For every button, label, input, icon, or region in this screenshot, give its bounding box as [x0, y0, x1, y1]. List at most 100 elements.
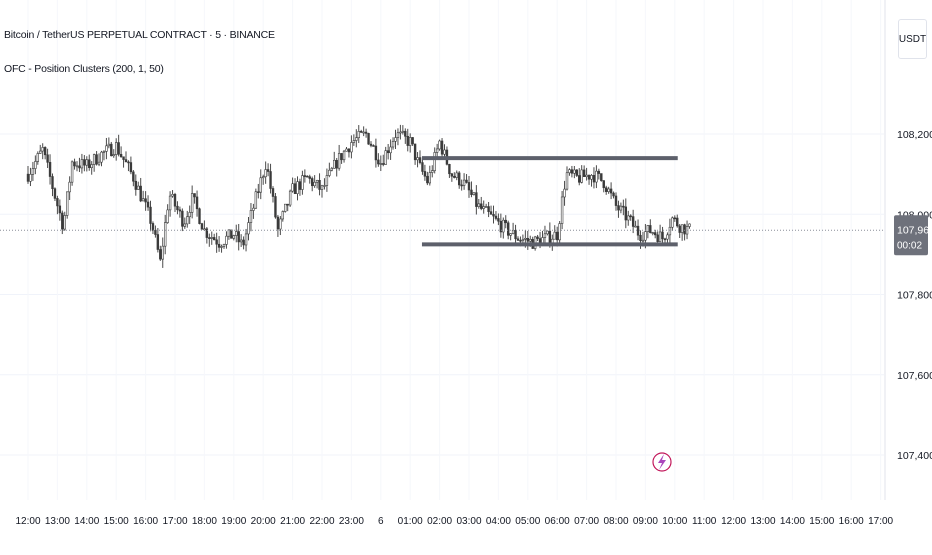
candle-body — [213, 237, 216, 241]
price-tick-label: 108,200.0 — [897, 129, 932, 141]
candle-body — [139, 185, 142, 202]
candle-body — [46, 154, 49, 163]
time-tick-label: 03:00 — [456, 516, 481, 527]
price-tick-label: 107,400.0 — [897, 450, 932, 462]
time-tick-label: 15:00 — [104, 516, 129, 527]
time-tick-label: 09:00 — [633, 516, 658, 527]
candle-body — [161, 245, 164, 260]
candle-body — [529, 238, 532, 242]
candle-body — [399, 131, 402, 134]
candle-body — [396, 132, 400, 138]
candle-body — [462, 179, 466, 186]
candle-body — [526, 237, 530, 242]
candle-body — [580, 169, 583, 183]
candle-body — [465, 179, 468, 183]
candle-body — [210, 237, 213, 239]
candle-body — [320, 185, 324, 190]
candle-body — [340, 153, 343, 161]
time-tick-label: 06:00 — [545, 516, 570, 527]
candle-body — [644, 231, 647, 241]
candle-body — [617, 205, 620, 211]
candle-body — [418, 157, 422, 163]
candle-body — [482, 206, 485, 209]
candle-body — [671, 217, 674, 228]
candle-body — [448, 163, 451, 175]
candle-body — [313, 181, 316, 187]
candle-body — [389, 146, 392, 154]
time-tick-label: 17:00 — [162, 516, 187, 527]
candle-body — [73, 161, 76, 167]
candle-body — [401, 130, 405, 133]
candle-body — [154, 230, 157, 235]
candle-body — [119, 153, 123, 158]
candle-body — [29, 173, 32, 182]
candle-body — [141, 198, 145, 202]
candle-body — [519, 239, 522, 242]
candle-body — [129, 162, 133, 173]
candle-body — [372, 145, 375, 147]
candle-body — [342, 150, 346, 161]
candle-body — [330, 167, 333, 171]
candle-body — [656, 234, 659, 242]
candle-body — [188, 212, 191, 218]
candle-body — [548, 230, 552, 244]
candle-body — [134, 180, 137, 190]
candle-body — [90, 164, 93, 168]
candle-body — [259, 177, 262, 193]
candle-body — [102, 151, 106, 153]
time-tick-label: 07:00 — [574, 516, 599, 527]
candle-body — [450, 173, 454, 177]
candle-body — [83, 159, 86, 166]
candle-body — [646, 225, 650, 232]
candle-body — [190, 193, 194, 213]
candle-body — [499, 220, 503, 233]
candle-body — [247, 222, 250, 235]
currency-button[interactable]: USDT — [898, 19, 927, 59]
candle-body — [382, 163, 385, 165]
candle-body — [367, 133, 370, 145]
candle-body — [80, 159, 84, 169]
time-tick-label: 20:00 — [251, 516, 276, 527]
indicator-label[interactable]: OFC - Position Clusters (200, 1, 50) — [4, 63, 164, 75]
candle-body — [78, 165, 81, 169]
candle-body — [235, 231, 238, 236]
candle-body — [653, 232, 657, 236]
price-tick-label: 107,800.0 — [897, 290, 932, 302]
candle-body — [433, 152, 436, 171]
time-tick-label: 02:00 — [427, 516, 452, 527]
candle-body — [683, 224, 686, 235]
candle-body — [357, 131, 360, 139]
candle-body — [151, 223, 155, 231]
candle-body — [413, 143, 417, 161]
candle-body — [171, 194, 174, 197]
candle-body — [176, 205, 179, 211]
symbol-title[interactable]: Bitcoin / TetherUS PERPETUAL CONTRACT · … — [4, 29, 275, 41]
candle-body — [423, 171, 427, 177]
time-tick-label: 23:00 — [339, 516, 364, 527]
candle-body — [95, 154, 98, 165]
candle-body — [582, 169, 586, 178]
candle-body — [619, 205, 623, 211]
candle-body — [269, 171, 272, 189]
candle-body — [203, 228, 206, 231]
candle-body — [590, 175, 593, 180]
candle-body — [115, 142, 118, 155]
candle-body — [274, 196, 277, 218]
candle-body — [678, 225, 681, 233]
candle-body — [435, 148, 439, 153]
candle-body — [470, 189, 473, 195]
time-tick-label: 12:00 — [15, 516, 40, 527]
candle-body — [178, 209, 182, 212]
time-tick-label: 16:00 — [133, 516, 158, 527]
candle-body — [609, 188, 613, 194]
candle-body — [570, 169, 574, 174]
candle-body — [43, 147, 47, 156]
candle-body — [484, 206, 488, 208]
candle-body — [261, 176, 265, 179]
current-price-badge — [894, 215, 928, 256]
candle-body — [624, 206, 628, 221]
candle-body — [301, 175, 304, 190]
candle-body — [217, 243, 221, 248]
